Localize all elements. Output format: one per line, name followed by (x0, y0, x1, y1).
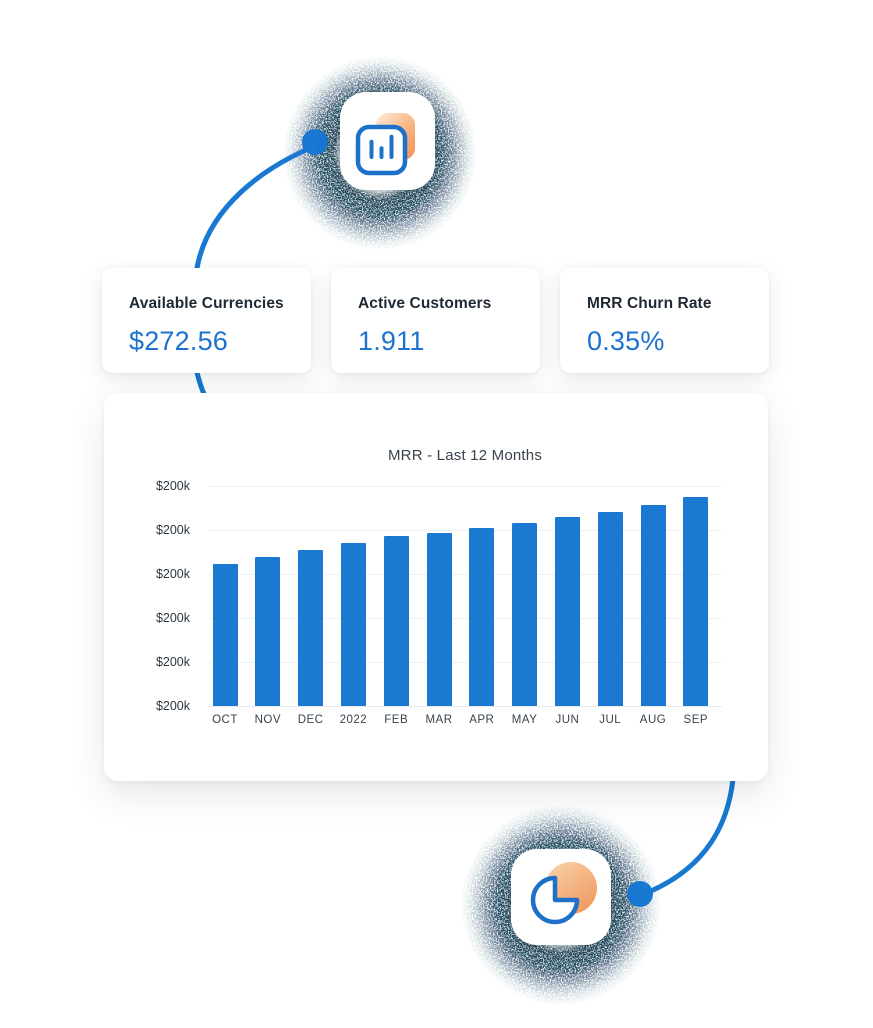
bar-NOV (255, 557, 281, 706)
gridline (208, 530, 722, 531)
y-tick-label: $200k (155, 699, 190, 713)
stat-label: Available Currencies (129, 295, 284, 312)
x-tick-label: JUN (555, 714, 580, 726)
x-tick-label: APR (469, 714, 495, 726)
y-tick-label: $200k (155, 655, 190, 669)
y-tick-label: $200k (155, 523, 190, 537)
gridline (208, 618, 722, 619)
bar-MAY (512, 522, 538, 706)
mrr-chart-card: MRR - Last 12 Months $200k $200k $200k $200… (104, 393, 768, 781)
x-tick-label: DEC (297, 714, 324, 726)
chart-title: MRR - Last 12 Months (387, 447, 543, 464)
y-tick-label: $200k (155, 611, 190, 625)
bar-APR (469, 528, 495, 706)
pie-chart-icon (530, 862, 597, 925)
x-tick-label: SEP (683, 714, 709, 726)
gridline (208, 486, 722, 487)
bar-DEC (298, 550, 324, 706)
stat-card-mrr-churn-rate: MRR Churn Rate 0.35% (560, 268, 769, 373)
bar-OCT (212, 564, 238, 706)
bar-chart-plot: OCT NOV DEC 2022 FEB MAR APR MAY JUN JUL AUG SEP (208, 486, 722, 726)
x-tick-label: MAR (425, 714, 453, 726)
stat-label: MRR Churn Rate (587, 295, 712, 312)
x-tick-label: MAY (511, 714, 538, 726)
bar-JUN (554, 517, 580, 706)
x-tick-label: NOV (254, 714, 282, 726)
y-axis: $200k $200k $200k $200k $200k $200k (132, 479, 190, 713)
gridline (208, 706, 722, 707)
x-tick-label: FEB (384, 714, 409, 726)
bar-AUG (640, 504, 666, 706)
stat-value: 0.35% (587, 326, 665, 356)
y-tick-label: $200k (155, 567, 190, 581)
bar-SEP (683, 497, 709, 706)
stat-value: $272.56 (129, 326, 228, 356)
gridline (208, 574, 722, 575)
bar-chart-app-badge (340, 92, 435, 190)
stat-value: 1.911 (358, 326, 425, 356)
x-tick-label: AUG (639, 714, 667, 726)
x-tick-label: JUL (599, 714, 622, 726)
y-tick-label: $200k (155, 479, 190, 493)
x-tick-label: 2022 (339, 714, 368, 726)
bar-2022 (340, 542, 366, 706)
gridline (208, 662, 722, 663)
bar-MAR (426, 533, 452, 706)
stat-card-available-currencies: Available Currencies $272.56 (102, 268, 311, 373)
stat-card-active-customers: Active Customers 1.911 (331, 268, 540, 373)
x-tick-label: OCT (212, 714, 238, 726)
bar-FEB (383, 535, 409, 706)
bar-chart-icon (355, 113, 415, 176)
bar-JUL (597, 511, 623, 706)
pie-chart-app-badge (511, 849, 611, 945)
stat-label: Active Customers (358, 295, 492, 312)
